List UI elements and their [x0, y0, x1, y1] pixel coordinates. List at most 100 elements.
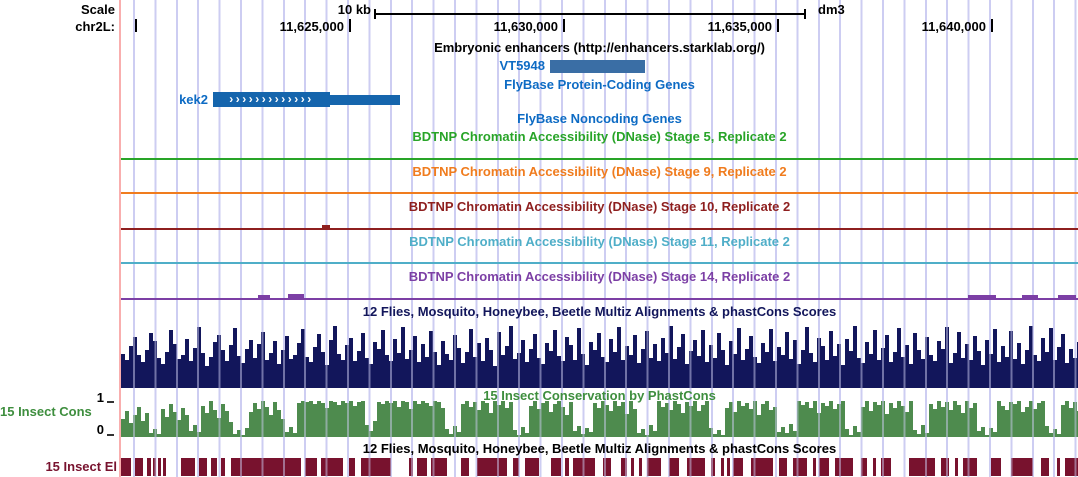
track-title-flybase-protein-coding[interactable]: FlyBase Protein-Coding Genes	[504, 77, 695, 92]
conserved-element-block	[573, 458, 595, 476]
bdtnp-signal-bump	[1022, 295, 1038, 298]
ruler-coordinate: 11,640,000	[921, 19, 986, 34]
conserved-element-block	[361, 458, 391, 476]
conserved-element-block	[621, 458, 627, 476]
conserved-element-block	[727, 458, 730, 476]
ruler-tick	[349, 19, 351, 32]
phastcons-axis-min: 0	[96, 422, 104, 437]
phastcons-axis-min-tick	[107, 434, 114, 436]
conserved-element-block	[733, 458, 743, 476]
conserved-element-block	[551, 458, 561, 476]
ruler-coordinate: 11,635,000	[707, 19, 772, 34]
chromosome-label: chr2L:	[75, 19, 115, 34]
phastcons-axis-max: 1	[96, 390, 104, 405]
phastcons-left-label[interactable]: 15 Insect Cons	[0, 404, 92, 419]
conserved-element-block	[409, 458, 413, 476]
enhancer-item-label[interactable]: VT5948	[499, 58, 545, 73]
conserved-element-block	[565, 458, 569, 476]
conserved-element-block	[158, 458, 161, 476]
conserved-element-block	[687, 458, 705, 476]
conserved-element-block	[121, 458, 131, 476]
conserved-element-block	[211, 458, 217, 476]
conserved-element-block	[639, 458, 642, 476]
conserved-element-block	[603, 458, 611, 476]
elements-left-label[interactable]: 15 Insect El	[45, 459, 117, 474]
scale-bar-right-cap	[804, 9, 806, 19]
track-title-multiz-elements[interactable]: 12 Flies, Mosquito, Honeybee, Beetle Mul…	[362, 441, 837, 456]
conserved-element-block	[305, 458, 317, 476]
track-title-phastcons[interactable]: 15 Insect Conservation by PhastCons	[483, 388, 716, 403]
conserved-element-block	[525, 458, 539, 476]
conserved-element-block	[909, 458, 935, 476]
bdtnp-baseline-4[interactable]	[121, 298, 1078, 300]
conserved-element-block	[221, 458, 225, 476]
gene-label[interactable]: kek2	[179, 92, 208, 107]
track-left-border	[119, 0, 121, 477]
conserved-element-block	[793, 458, 807, 476]
ruler-tick	[777, 19, 779, 32]
ruler-tick	[135, 19, 137, 32]
bdtnp-baseline-3[interactable]	[121, 262, 1078, 264]
conserved-element-block	[231, 458, 301, 476]
conserved-element-block	[513, 458, 519, 476]
track-title-bdtnp-0[interactable]: BDTNP Chromatin Accessibility (DNase) St…	[412, 129, 787, 144]
track-title-flybase-noncoding[interactable]: FlyBase Noncoding Genes	[517, 111, 682, 126]
conserved-element-block	[181, 458, 195, 476]
conserved-element-block	[835, 458, 853, 476]
bdtnp-signal-bump	[288, 294, 304, 298]
ruler-tick	[991, 19, 993, 32]
conserved-element-block	[873, 458, 876, 476]
conserved-element-block	[813, 458, 816, 476]
conserved-element-block	[631, 458, 634, 476]
bdtnp-signal-bump	[258, 295, 270, 298]
conserved-element-block	[1011, 458, 1033, 476]
bdtnp-signal-bump	[1058, 295, 1076, 298]
ruler-coordinate: 11,630,000	[493, 19, 558, 34]
conserved-element-block	[991, 458, 1001, 476]
bdtnp-baseline-0[interactable]	[121, 158, 1078, 160]
conserved-element-block	[1057, 458, 1060, 476]
conserved-element-block	[321, 458, 343, 476]
scale-bar-line	[374, 13, 806, 15]
track-title-bdtnp-4[interactable]: BDTNP Chromatin Accessibility (DNase) St…	[408, 269, 791, 284]
ruler-coordinate: 11,625,000	[279, 19, 344, 34]
conserved-element-block	[1065, 458, 1078, 476]
conserved-element-block	[819, 458, 829, 476]
bdtnp-signal-bump	[322, 225, 330, 228]
conserved-element-block	[721, 458, 724, 476]
conserved-element-block	[647, 458, 661, 476]
track-title-embryonic-enhancers[interactable]: Embryonic enhancers (http://enhancers.st…	[434, 40, 765, 55]
scale-row-label: Scale	[81, 2, 115, 17]
ruler-tick	[563, 19, 565, 32]
scale-bar-left-cap	[374, 9, 376, 19]
conserved-element-block	[881, 458, 891, 476]
track-title-bdtnp-2[interactable]: BDTNP Chromatin Accessibility (DNase) St…	[408, 199, 791, 214]
track-title-bdtnp-3[interactable]: BDTNP Chromatin Accessibility (DNase) St…	[409, 234, 790, 249]
conserved-element-block	[963, 458, 977, 476]
conserved-element-block	[461, 458, 469, 476]
bdtnp-baseline-1[interactable]	[121, 192, 1078, 194]
conserved-element-block	[431, 458, 447, 476]
conserved-element-block	[1041, 458, 1049, 476]
conserved-element-block	[199, 458, 207, 476]
conserved-element-block	[941, 458, 949, 476]
assembly-label: dm3	[818, 2, 845, 17]
track-title-multiz[interactable]: 12 Flies, Mosquito, Honeybee, Beetle Mul…	[362, 304, 837, 319]
bdtnp-baseline-2[interactable]	[121, 228, 1078, 230]
conserved-element-block	[153, 458, 156, 476]
phastcons-axis-max-tick	[107, 401, 114, 403]
conserved-element-block	[417, 458, 427, 476]
gene-strand-arrows-icon: ›››››››››››››	[229, 92, 314, 106]
phastcons-baseline	[121, 436, 1078, 437]
enhancer-item-bar[interactable]	[550, 60, 645, 73]
gene-exon-box[interactable]: ›››››››››››››	[213, 92, 330, 107]
conserved-element-block	[477, 458, 507, 476]
track-title-bdtnp-1[interactable]: BDTNP Chromatin Accessibility (DNase) St…	[412, 164, 787, 179]
conserved-element-block	[711, 458, 715, 476]
gene-utr-box[interactable]	[330, 95, 400, 105]
conserved-element-block	[349, 458, 355, 476]
conserved-element-block	[751, 458, 773, 476]
bdtnp-signal-bump	[968, 295, 996, 298]
conserved-element-block	[163, 458, 166, 476]
